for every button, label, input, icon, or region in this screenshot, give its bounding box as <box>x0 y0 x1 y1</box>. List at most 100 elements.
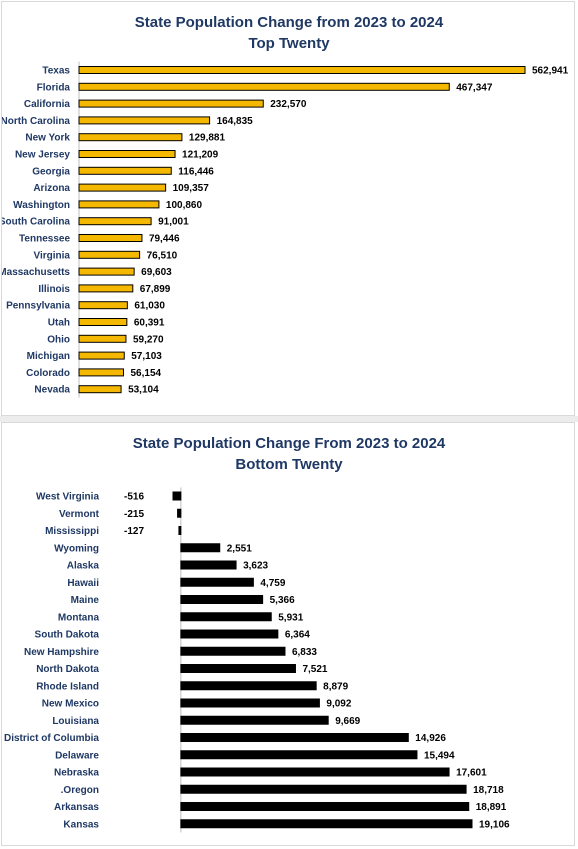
category-tick-label: West Virginia <box>36 492 99 503</box>
data-bar <box>78 385 122 394</box>
data-bar <box>78 234 143 242</box>
data-bar <box>180 612 272 622</box>
category-tick-label: Wyoming <box>54 543 99 554</box>
data-bar <box>78 334 127 343</box>
data-bar <box>180 629 279 639</box>
data-value-label: 129,881 <box>189 133 226 144</box>
data-value-label: 91,001 <box>158 217 189 228</box>
data-value-label: 69,603 <box>141 267 172 278</box>
bottom-chart-subtitle: Bottom Twenty <box>235 456 343 473</box>
data-value-label: 3,623 <box>243 561 268 572</box>
category-tick-label: South Dakota <box>35 630 100 641</box>
data-bar <box>180 750 418 760</box>
data-bar <box>78 267 135 276</box>
category-tick-label: Nevada <box>34 385 70 396</box>
data-bar <box>180 681 317 691</box>
data-bar <box>180 698 320 708</box>
data-value-label: 19,106 <box>479 819 510 830</box>
data-value-label: 164,835 <box>217 116 254 127</box>
data-value-label: -215 <box>124 509 144 520</box>
data-bar <box>180 819 473 829</box>
category-tick-label: Kansas <box>63 819 99 830</box>
category-tick-label: Florida <box>37 82 71 93</box>
data-bar <box>78 368 124 377</box>
bottom-twenty-chart-panel: State Population Change From 2023 to 202… <box>1 422 575 846</box>
data-value-label: 562,941 <box>532 66 569 77</box>
category-tick-label: Colorado <box>26 368 70 379</box>
data-value-label: 8,879 <box>323 681 348 692</box>
category-tick-label: Arizona <box>33 183 70 194</box>
category-tick-label: Arkansas <box>54 802 99 813</box>
data-bar <box>78 133 183 142</box>
data-bar <box>180 767 450 777</box>
data-bar <box>78 250 141 259</box>
data-bar <box>78 351 125 360</box>
category-tick-label: Vermont <box>59 509 100 520</box>
category-tick-label: North Dakota <box>36 664 99 675</box>
data-bar <box>180 802 470 811</box>
data-bar <box>180 543 221 553</box>
data-value-label: 67,899 <box>140 284 171 295</box>
data-value-label: 232,570 <box>270 99 307 110</box>
data-bar <box>180 664 296 673</box>
data-value-label: 60,391 <box>134 318 165 329</box>
category-tick-label: Massachusetts <box>2 267 70 278</box>
data-bar <box>180 646 286 656</box>
data-value-label: 6,833 <box>292 647 317 658</box>
data-value-label: 9,669 <box>335 716 360 727</box>
data-bar <box>180 595 264 604</box>
category-tick-label: Alaska <box>67 561 100 572</box>
data-bar <box>78 99 264 108</box>
data-value-label: 9,092 <box>326 699 351 710</box>
category-tick-label: District of Columbia <box>4 733 99 744</box>
data-value-label: 4,759 <box>260 578 285 589</box>
category-tick-label: Pennsylvania <box>6 301 70 312</box>
category-tick-label: Hawaii <box>67 578 99 589</box>
category-tick-label: California <box>24 99 71 110</box>
category-tick-label: New York <box>25 133 70 144</box>
data-value-label: 57,103 <box>131 351 162 362</box>
data-value-label: 53,104 <box>128 385 159 396</box>
category-tick-label: Delaware <box>55 750 99 761</box>
data-value-label: -516 <box>124 492 144 503</box>
data-bar <box>78 318 128 326</box>
category-tick-label: Washington <box>13 200 70 211</box>
data-bar <box>180 784 467 794</box>
data-bar <box>78 217 152 226</box>
category-tick-label: Maine <box>71 595 100 606</box>
panel-divider <box>0 416 578 422</box>
data-bar <box>172 491 182 501</box>
data-value-label: 5,931 <box>278 612 303 623</box>
category-tick-label: New Jersey <box>15 150 70 161</box>
data-value-label: 17,601 <box>456 768 487 779</box>
category-tick-label: New Hampshire <box>24 647 99 658</box>
data-bar <box>78 166 172 175</box>
data-value-label: 5,366 <box>270 595 295 606</box>
category-tick-label: Michigan <box>27 351 70 362</box>
data-bar <box>178 526 182 535</box>
category-tick-label: .Oregon <box>61 785 99 796</box>
category-tick-label: North Carolina <box>2 116 70 127</box>
data-value-label: 109,357 <box>173 183 210 194</box>
data-bar <box>78 116 211 125</box>
data-value-label: 116,446 <box>178 166 214 177</box>
top-twenty-chart: State Population Change from 2023 to 202… <box>2 14 569 398</box>
category-tick-label: South Carolina <box>2 217 70 228</box>
bottom-chart-title: State Population Change From 2023 to 202… <box>133 435 446 452</box>
data-value-label: 14,926 <box>415 733 446 744</box>
category-tick-label: Virginia <box>34 250 71 261</box>
data-bar <box>180 733 409 742</box>
data-bar <box>177 508 182 518</box>
data-value-label: 2,551 <box>227 543 252 554</box>
data-value-label: 7,521 <box>302 664 327 675</box>
top-chart-title: State Population Change from 2023 to 202… <box>135 14 444 31</box>
data-bar <box>78 200 160 209</box>
category-tick-label: Georgia <box>32 166 70 177</box>
data-value-label: 15,494 <box>424 750 455 761</box>
category-tick-label: Ohio <box>47 334 70 345</box>
data-bar <box>78 150 176 158</box>
category-tick-label: Louisiana <box>52 716 99 727</box>
top-chart-subtitle: Top Twenty <box>248 35 330 52</box>
bottom-twenty-chart: State Population Change From 2023 to 202… <box>4 435 510 833</box>
data-value-label: 61,030 <box>134 301 165 312</box>
